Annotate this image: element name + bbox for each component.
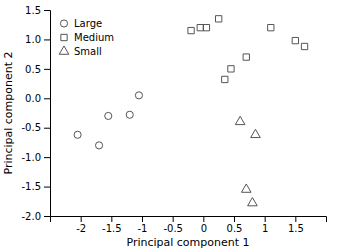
point (74, 131, 81, 138)
point (241, 184, 251, 192)
tick: -1.0 (21, 152, 50, 163)
tick-label: 1 (262, 223, 268, 234)
legend-item: Medium (61, 32, 114, 43)
tick: -2.0 (21, 211, 50, 222)
point (197, 24, 203, 30)
legend-label: Small (74, 46, 102, 57)
point (188, 27, 194, 33)
tick: -1.5 (102, 216, 122, 234)
y-axis-title: Principal component 2 (2, 51, 15, 174)
point (268, 24, 274, 30)
tick-mark (295, 216, 296, 222)
chart: -2 -1.5 -1 -0.5 0 0.5 1 1.5 -2.0 -1.5 -1.0 -0.5 0.0 0… (0, 0, 338, 252)
point (301, 43, 307, 49)
tick-label: 0.5 (25, 64, 41, 75)
axis-line (44, 11, 51, 217)
axis-line (51, 217, 327, 223)
legend-item: Small (59, 46, 102, 57)
tick: 1 (262, 216, 268, 234)
series (235, 116, 260, 206)
tick: 1.5 (288, 216, 304, 234)
points (74, 16, 308, 206)
series (188, 16, 308, 83)
tick: 1.5 (25, 5, 50, 16)
point (251, 129, 261, 137)
point (126, 111, 133, 118)
y-axis: -2.0 -1.5 -1.0 -0.5 0.0 0.5 1.0 1.5 (21, 5, 50, 222)
point (216, 16, 222, 22)
tick: 1.0 (25, 34, 50, 45)
plot: -2 -1.5 -1 -0.5 0 0.5 1 1.5 -2.0 -1.5 -1.0 -0.5 0.0 0… (21, 5, 326, 234)
tick: -1 (138, 216, 148, 234)
tick: -0.5 (163, 216, 183, 234)
tick: 0.5 (25, 64, 50, 75)
tick-label: 0 (201, 223, 207, 234)
tick-mark (203, 216, 204, 222)
tick-mark (44, 157, 50, 158)
point (95, 142, 102, 149)
tick-mark (265, 216, 266, 222)
tick-label: -2.0 (21, 211, 41, 222)
tick-mark (44, 39, 50, 40)
tick-label: -0.5 (163, 223, 183, 234)
tick-mark (81, 216, 82, 222)
legend-label: Large (74, 18, 102, 29)
tick-label: 1.5 (25, 5, 41, 16)
tick-mark (111, 216, 112, 222)
legend: Large Medium Small (59, 18, 114, 57)
tick: -0.5 (21, 122, 50, 133)
tick: 0.0 (25, 93, 50, 104)
tick-label: -1.5 (21, 181, 41, 192)
tick-mark (142, 216, 143, 222)
point (135, 92, 142, 99)
legend-label: Medium (74, 32, 114, 43)
tick-mark (44, 216, 50, 217)
legend-marker (59, 46, 69, 54)
tick: 0 (201, 216, 207, 234)
point (243, 54, 249, 60)
legend-marker (60, 20, 67, 27)
point (292, 37, 298, 43)
point (203, 24, 209, 30)
tick-mark (44, 98, 50, 99)
tick-label: 1.5 (288, 223, 304, 234)
tick-mark (44, 128, 50, 129)
legend-item: Large (60, 18, 102, 29)
tick-label: 0.5 (227, 223, 243, 234)
point (228, 66, 234, 72)
tick-mark (173, 216, 174, 222)
tick-label: -1.0 (21, 152, 41, 163)
tick-label: -2 (76, 223, 86, 234)
tick-mark (44, 10, 50, 11)
tick: 0.5 (227, 216, 243, 234)
point (235, 116, 245, 124)
tick: -2 (76, 216, 86, 234)
tick: -1.5 (21, 181, 50, 192)
tick-label: -1.5 (102, 223, 122, 234)
x-axis: -2 -1.5 -1 -0.5 0 0.5 1 1.5 (51, 216, 327, 234)
tick-label: 0.0 (25, 93, 41, 104)
point (248, 198, 258, 206)
tick-label: -1 (138, 223, 148, 234)
point (105, 112, 112, 119)
point (222, 76, 228, 82)
series (74, 92, 142, 149)
tick-label: 1.0 (25, 34, 41, 45)
legend-marker (61, 34, 67, 40)
x-axis-title: Principal component 1 (126, 236, 249, 249)
tick-label: -0.5 (21, 122, 41, 133)
tick-mark (44, 69, 50, 70)
tick-mark (234, 216, 235, 222)
tick-mark (44, 187, 50, 188)
